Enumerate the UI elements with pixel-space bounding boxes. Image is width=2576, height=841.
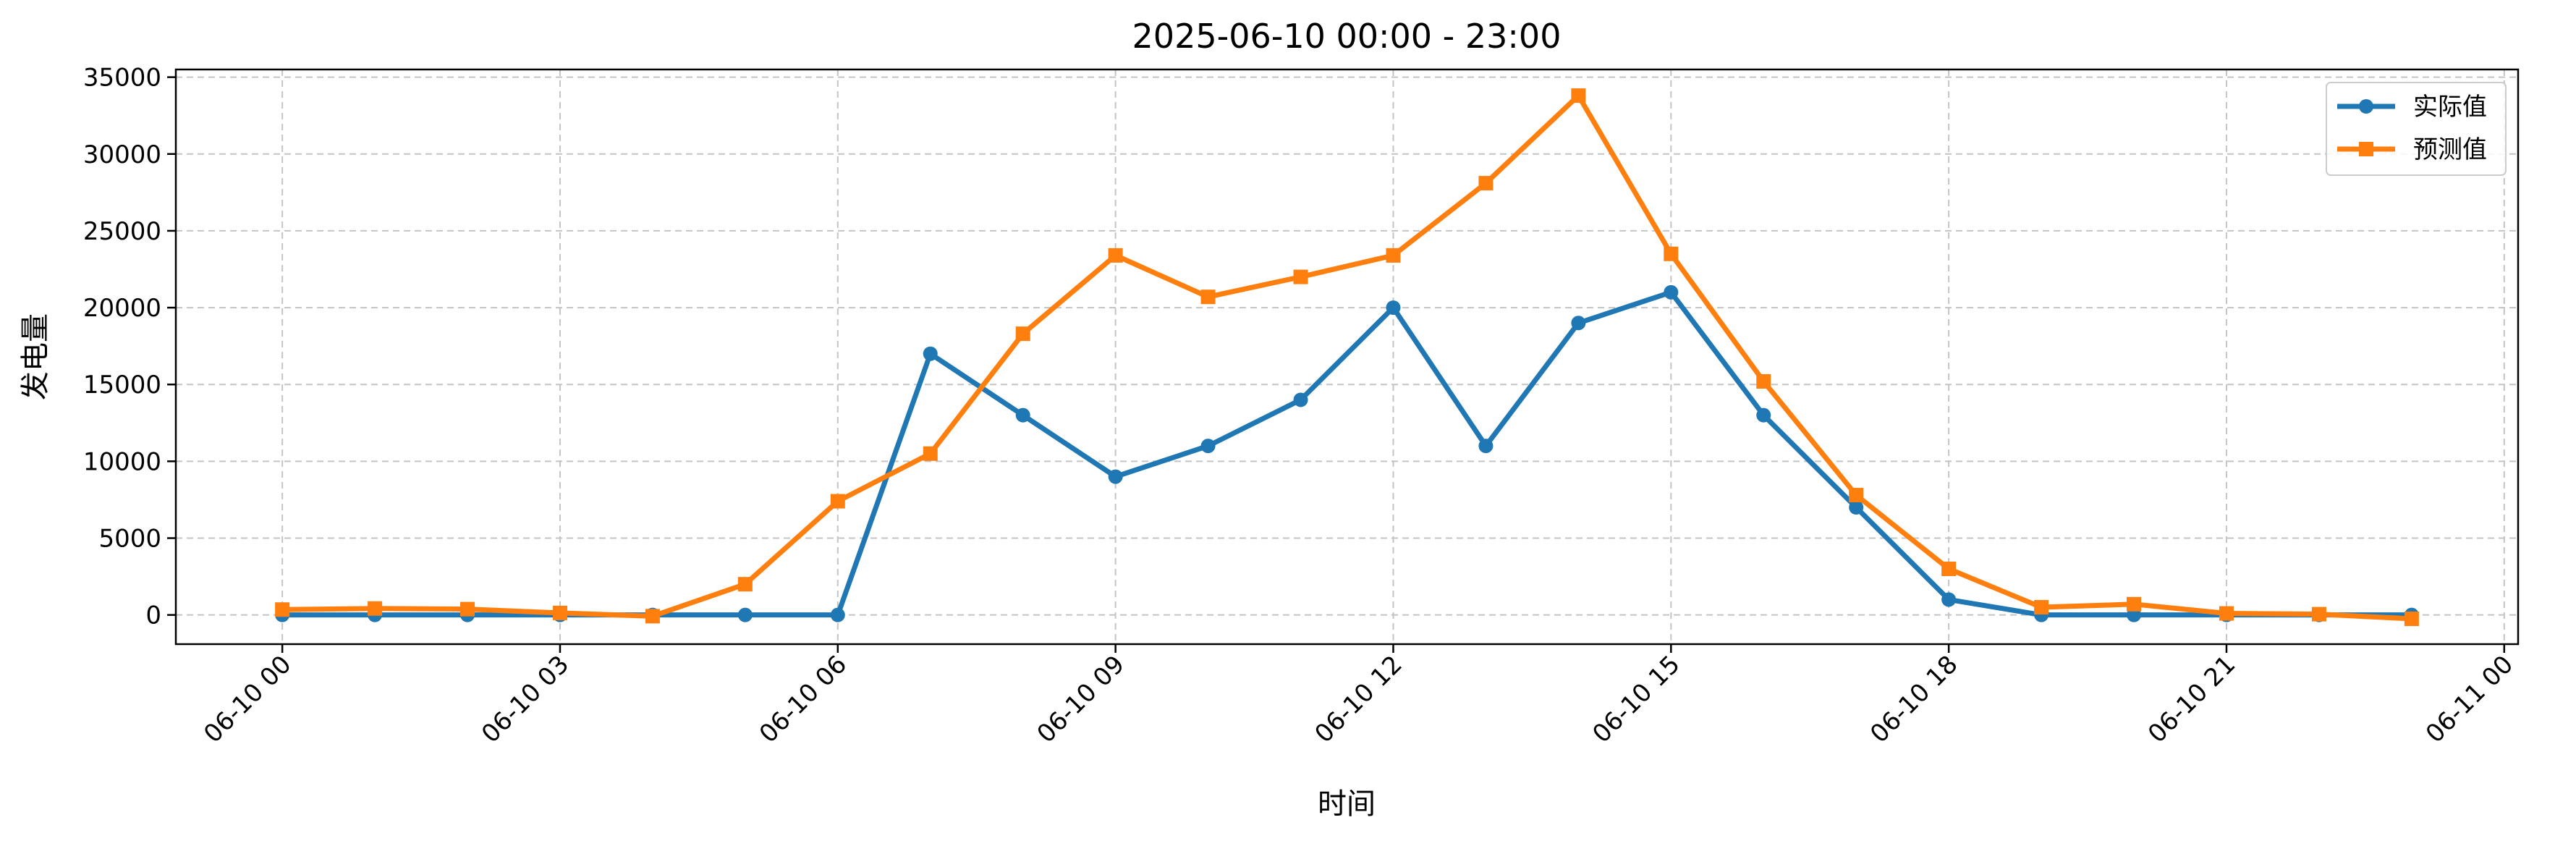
data-point-circle [1849,500,1864,515]
data-point-square [737,577,753,592]
data-point-circle [1941,592,1957,607]
y-tick-label: 10000 [83,447,161,476]
data-point-circle [1108,469,1123,484]
plot-frame [174,68,2520,646]
x-axis-title: 时间 [1318,787,1376,821]
data-point-square [1571,88,1586,103]
data-point-square [1200,290,1216,305]
y-tick-label: 0 [145,601,161,630]
data-point-circle [737,607,753,622]
legend-marker-square [2359,142,2373,156]
data-point-circle [1200,439,1216,454]
y-tick-label: 5000 [98,525,161,554]
data-point-square [275,602,290,617]
data-point-square [1849,488,1864,503]
data-point-circle [1015,407,1030,423]
y-axis-title: 发电量 [19,313,52,400]
grid-lines [176,69,2518,644]
data-point-circle [1386,300,1401,316]
data-point-square [830,494,845,509]
legend-label-2: 预测值 [2413,135,2487,164]
series-line-2 [279,93,2415,622]
data-point-circle [1478,439,1494,454]
data-point-circle [923,346,938,361]
data-point-square [2311,607,2326,622]
data-point-square [1015,326,1030,342]
data-point-square [2219,606,2234,621]
data-point-circle [830,607,845,622]
legend-label-1: 实际值 [2413,93,2487,122]
data-point-square [1478,176,1494,191]
data-point-square [2404,611,2419,626]
chart-title: 2025-06-10 00:00 - 23:00 [1132,17,1562,56]
y-tick-label: 15000 [83,371,161,400]
data-point-square [368,601,383,616]
y-tick-label: 35000 [83,64,161,93]
data-point-square [1941,561,1957,576]
data-point-square [645,609,660,624]
data-point-square [552,605,567,620]
data-point-circle [1664,284,1679,300]
y-tick-label: 30000 [83,140,161,169]
data-point-square [1293,269,1308,284]
data-point-square [460,601,475,617]
data-series [275,88,2419,626]
data-point-square [923,446,938,461]
data-point-square [1664,246,1679,261]
data-point-square [2127,596,2142,612]
data-point-square [2034,600,2049,615]
data-point-square [1108,248,1123,263]
data-point-circle [1756,407,1771,423]
data-point-square [1756,373,1771,389]
y-tick-label: 25000 [83,217,161,246]
legend-marker-circle [2359,99,2373,114]
data-point-square [1386,248,1401,263]
data-point-circle [1293,392,1308,407]
y-tick-label: 20000 [83,294,161,323]
data-point-circle [1571,316,1586,331]
